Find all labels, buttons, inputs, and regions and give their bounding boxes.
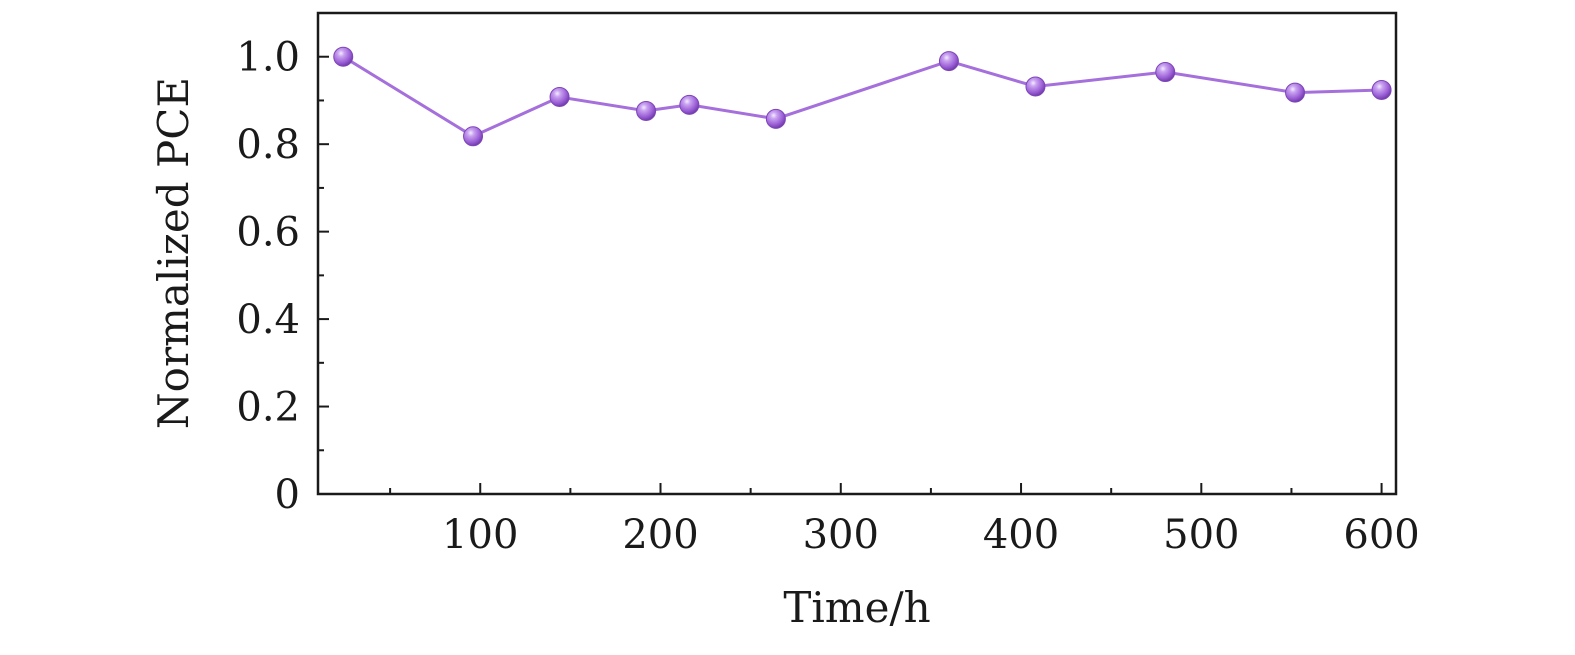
y-tick-label: 0.4	[236, 297, 300, 343]
series-line	[342, 55, 1382, 138]
x-tick-label: 500	[1163, 512, 1239, 558]
y-tick-label: 0.2	[236, 385, 300, 431]
y-axis-label: Normalized PCE	[149, 77, 198, 429]
data-point	[1285, 82, 1306, 103]
y-tick-label: 0.6	[236, 210, 300, 256]
data-point	[636, 100, 657, 121]
data-point	[938, 51, 959, 72]
data-point	[333, 46, 354, 67]
x-axis-label: Time/h	[783, 583, 930, 632]
x-tick-label: 400	[983, 512, 1059, 558]
y-tick-label: 0	[275, 472, 300, 518]
x-tick-label: 600	[1343, 512, 1419, 558]
x-tick-label: 100	[442, 512, 518, 558]
y-tick-label: 1.0	[236, 35, 300, 81]
data-point	[1371, 79, 1392, 100]
plot-frame	[316, 11, 1398, 496]
data-point	[549, 86, 570, 107]
data-point	[765, 108, 786, 129]
data-point	[1155, 62, 1176, 83]
x-tick-label: 300	[803, 512, 879, 558]
data-point	[679, 94, 700, 115]
axes: 100 200 300 400 500 600 0 0.2 0.4 0.6 0.8 1.0	[236, 11, 1420, 558]
y-tick-label: 0.8	[236, 122, 300, 168]
x-tick-label: 200	[622, 512, 698, 558]
data-point	[463, 126, 484, 147]
data-point	[1025, 76, 1046, 97]
data-series	[333, 46, 1392, 147]
